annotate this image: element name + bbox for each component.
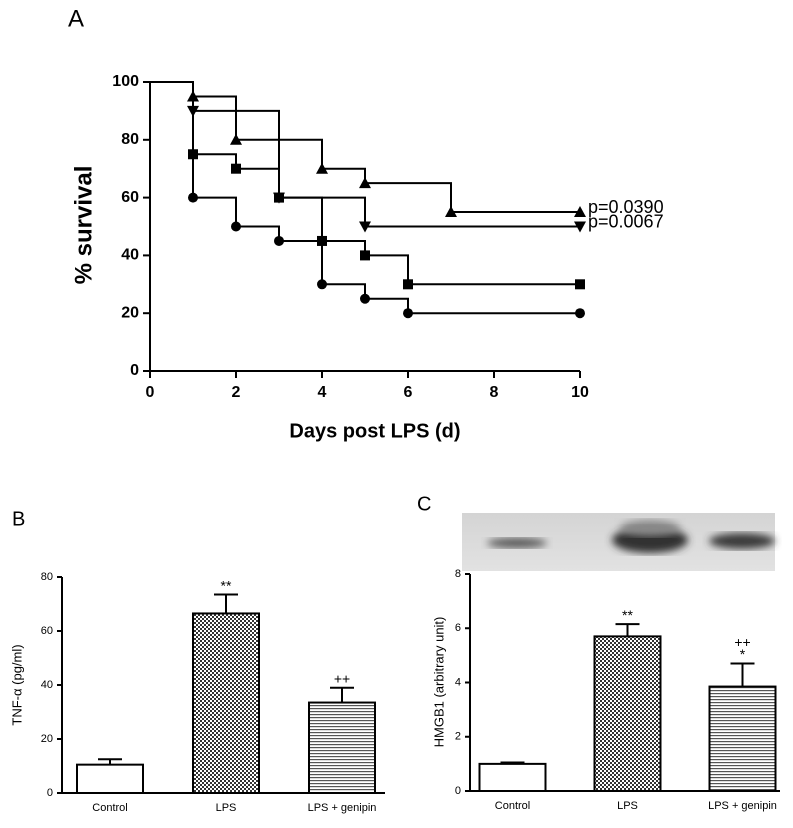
marker [403,308,413,319]
x-tick-label: Control [495,800,530,812]
significance-mark: ++ [734,634,750,650]
panel-label: B [12,508,25,530]
marker [359,177,371,189]
y-tick-label: 0 [47,787,53,799]
x-tick-label: Control [92,802,127,814]
bar [76,763,144,795]
panel-label: A [68,5,84,32]
x-tick-label: 4 [318,384,327,401]
marker [274,192,284,203]
y-tick-label: 100 [112,73,139,90]
y-tick-label: 80 [121,131,139,148]
marker [360,293,370,304]
x-tick-label: LPS [216,802,237,814]
y-tick-label: 60 [121,189,139,206]
y-tick-label: 20 [121,304,139,321]
p-value: p=0.0067 [588,211,664,231]
survival-curve [150,81,580,214]
y-tick-label: 6 [455,622,461,634]
marker [274,235,284,246]
x-tick-label: 0 [146,384,155,401]
x-tick-label: 10 [571,384,589,401]
marker [403,279,413,290]
x-tick-label: 2 [232,384,241,401]
marker [574,206,586,218]
marker [231,163,241,174]
marker [575,308,585,319]
y-tick-label: 2 [455,731,461,743]
bar [593,635,662,793]
y-tick-label: 0 [130,362,139,379]
bar [708,685,777,792]
y-tick-label: 20 [41,733,53,745]
significance-mark: ++ [334,670,350,686]
marker [575,279,585,290]
x-tick-label: LPS + genipin [308,802,377,814]
survival-curve [150,81,580,286]
marker [316,162,328,174]
panel-label: C [417,493,431,515]
y-tick-label: 40 [41,679,53,691]
western-blot [462,513,775,571]
marker [317,279,327,290]
survival-curve [150,81,580,315]
marker [231,221,241,232]
x-tick-label: LPS + genipin [708,800,777,812]
y-tick-label: 8 [455,568,461,580]
x-tick-label: LPS [617,800,638,812]
p-value: p=0.0390 [588,197,664,217]
y-tick-label: 4 [455,676,461,688]
x-tick-label: 8 [490,384,499,401]
bar [192,612,260,795]
y-axis-label: TNF-α (pg/ml) [9,644,24,725]
marker [188,192,198,203]
marker [445,206,457,218]
y-axis-label: HMGB1 (arbitrary unit) [431,617,446,748]
y-tick-label: 40 [121,247,139,264]
x-tick-label: 6 [404,384,413,401]
bar [478,762,547,792]
marker [574,221,586,233]
significance-mark: ** [221,577,232,593]
marker [360,250,370,261]
y-tick-label: 80 [41,571,53,583]
y-axis-label: % survival [70,166,97,285]
x-axis-label: Days post LPS (d) [289,420,460,442]
y-tick-label: 60 [41,625,53,637]
significance-mark: * [740,646,746,662]
y-tick-label: 0 [455,785,461,797]
marker [230,133,242,145]
significance-mark: ** [622,607,633,623]
marker [359,221,371,233]
bar [308,701,376,794]
